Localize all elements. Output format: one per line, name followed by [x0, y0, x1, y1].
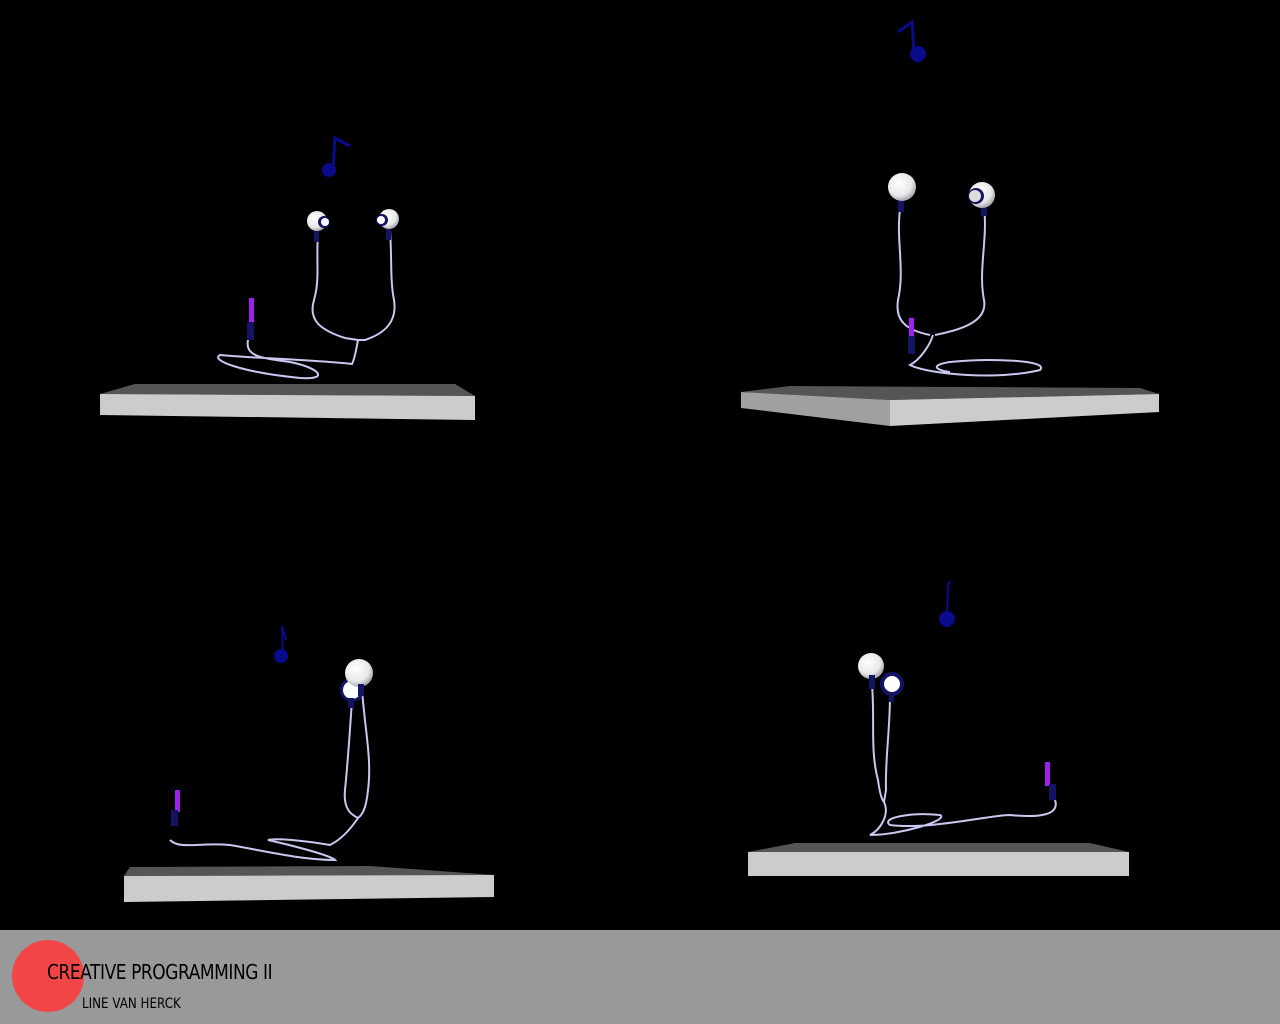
earbud-right	[376, 209, 399, 240]
audio-jack	[1045, 762, 1056, 800]
earbud-right	[345, 659, 373, 696]
earbud-left	[858, 653, 884, 689]
view-bottom-right	[748, 580, 1129, 876]
logo-circle-icon	[12, 940, 84, 1012]
earphones-icon	[217, 229, 396, 380]
render-stage	[100, 19, 1159, 902]
footer-bar: CREATIVE PROGRAMMING II LINE VAN HERCK	[0, 930, 1280, 1024]
earphones-icon	[869, 684, 1057, 836]
earbud-left	[888, 173, 916, 212]
platform	[100, 384, 475, 420]
earbud-right	[880, 672, 904, 702]
audio-jack	[247, 298, 254, 340]
earbud-left	[307, 211, 330, 242]
footer-subtitle: LINE VAN HERCK	[82, 996, 181, 1012]
music-note-icon	[897, 19, 926, 62]
music-note-icon	[939, 580, 955, 627]
earphones-icon	[896, 204, 1043, 377]
audio-jack	[171, 790, 180, 826]
view-bottom-left	[124, 625, 494, 902]
earbud-right	[968, 182, 995, 216]
view-top-left	[100, 135, 475, 420]
footer-title: CREATIVE PROGRAMMING II	[47, 960, 273, 984]
platform	[748, 843, 1129, 876]
platform	[741, 386, 1159, 426]
music-note-icon	[274, 625, 288, 663]
view-top-right	[741, 19, 1159, 426]
earphones-icon	[169, 689, 371, 862]
platform	[124, 866, 494, 902]
scene-canvas	[100, 19, 1159, 902]
music-note-icon	[322, 135, 351, 177]
audio-jack	[908, 318, 915, 354]
